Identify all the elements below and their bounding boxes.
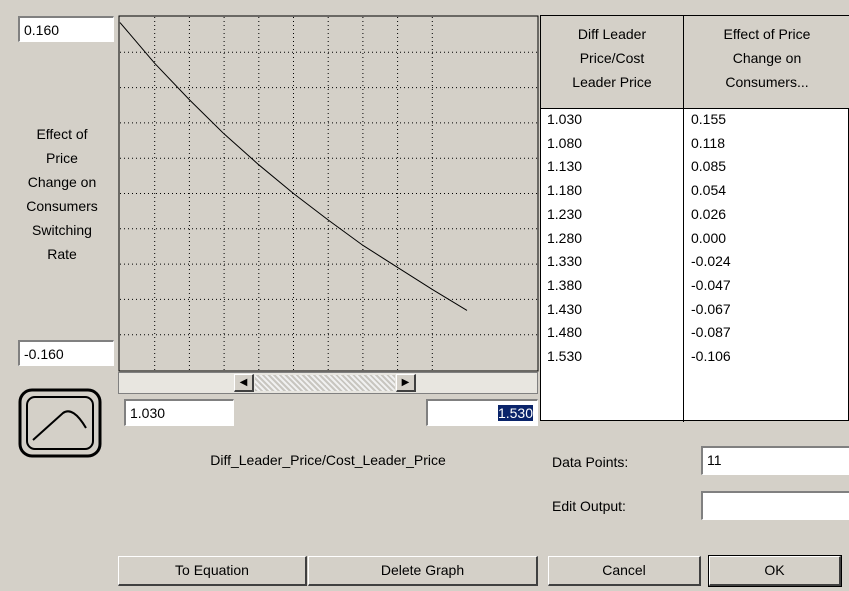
header-text: Diff Leader: [577, 26, 647, 42]
curve: [119, 22, 468, 311]
edit-output-label: Edit Output:: [552, 498, 626, 514]
x-min-input[interactable]: 1.030: [124, 399, 234, 426]
ok-button[interactable]: OK: [708, 555, 842, 587]
cell: 0.000: [691, 229, 727, 246]
graph: [118, 15, 539, 372]
scroll-right[interactable]: ▶: [396, 374, 416, 392]
header-text: Change on: [732, 50, 802, 66]
delete-graph-button[interactable]: Delete Graph: [308, 556, 538, 586]
cancel-button[interactable]: Cancel: [548, 556, 701, 586]
cell: 0.026: [691, 205, 727, 222]
to-equation-button[interactable]: To Equation: [118, 556, 307, 586]
y-label-line: Rate: [47, 246, 77, 262]
cell: 0.054: [691, 182, 727, 199]
cell: 1.530: [547, 348, 583, 364]
scroll-left[interactable]: ◀: [234, 374, 254, 392]
y-label-line: Consumers: [26, 198, 98, 214]
y-min-input[interactable]: -0.160: [18, 340, 114, 366]
header-text: Effect of Price: [723, 26, 811, 42]
x-max-input[interactable]: 1.530: [426, 399, 538, 426]
data-points-label: Data Points:: [552, 454, 629, 470]
x-max-text: 1.530: [497, 405, 533, 421]
cell: 0.155: [691, 111, 727, 127]
cell: -0.087: [691, 324, 731, 341]
cell: -0.024: [691, 253, 731, 270]
y-max-input[interactable]: 0.160: [18, 16, 114, 42]
scroll-track: [255, 375, 395, 391]
header-text: Price/Cost: [579, 50, 645, 66]
y-label-line: Switching: [32, 222, 92, 238]
cell: 0.085: [691, 158, 727, 175]
scrollbar[interactable]: ◀ ▶: [118, 372, 538, 394]
y-label-line: Effect of: [36, 126, 88, 142]
header-text: Leader Price: [572, 74, 652, 90]
table-header: [541, 16, 849, 109]
cell: -0.106: [691, 348, 731, 364]
cell: 1.080: [547, 134, 583, 151]
x-label: Diff_Leader_Price/Cost_Leader_Price: [210, 452, 446, 468]
cell: 1.430: [547, 300, 583, 317]
cell: -0.067: [691, 300, 731, 317]
cell: 1.230: [547, 205, 583, 222]
y-label-line: Price: [46, 150, 78, 166]
cell: 1.330: [547, 253, 583, 270]
column-divider: [683, 16, 684, 422]
cell: 1.180: [547, 182, 583, 199]
cell: -0.047: [691, 276, 731, 293]
edit-output-input[interactable]: [701, 491, 849, 520]
cell: 1.130: [547, 158, 583, 175]
shape-icon[interactable]: [18, 388, 102, 458]
cell: 1.480: [547, 324, 583, 341]
table: Diff Leader Price/Cost Leader Price Effect …: [540, 15, 849, 422]
cell: 1.030: [547, 111, 583, 127]
header-text: Consumers...: [725, 74, 809, 90]
cell: 0.118: [691, 134, 725, 151]
y-label-line: Change on: [27, 174, 97, 190]
data-points-input[interactable]: 11: [701, 446, 849, 475]
cell: 1.280: [547, 229, 583, 246]
cell: 1.380: [547, 276, 583, 293]
